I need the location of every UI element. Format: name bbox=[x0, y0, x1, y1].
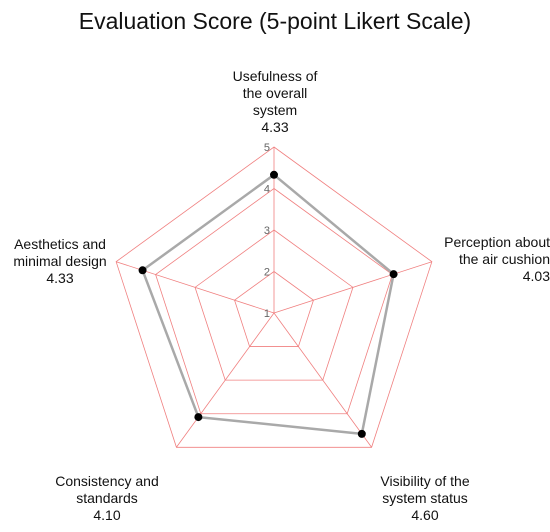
grid-spoke-3 bbox=[176, 312, 275, 448]
grid-ring-1 bbox=[234, 271, 314, 347]
tick-label-1: 2 bbox=[264, 267, 270, 279]
axis-label-aesthetics: Aesthetics and minimal design 4.33 bbox=[0, 236, 120, 287]
grid-ring-3 bbox=[155, 188, 393, 415]
data-point-0 bbox=[270, 170, 278, 179]
axis-label-text: Aesthetics and bbox=[14, 236, 106, 252]
axis-label-consistency: Consistency and standards 4.10 bbox=[42, 473, 172, 524]
axis-label-text: Visibility of the bbox=[380, 473, 470, 489]
series-line bbox=[141, 173, 395, 436]
axis-value-text: 4.60 bbox=[411, 507, 439, 523]
axis-label-text: minimal design bbox=[13, 253, 107, 269]
chart-title: Evaluation Score (5-point Likert Scale) bbox=[78, 8, 472, 34]
tick-label-4: 5 bbox=[264, 142, 270, 154]
data-point-4 bbox=[138, 266, 147, 275]
axis-value-text: 4.03 bbox=[522, 268, 550, 284]
grid-ring-2 bbox=[194, 229, 354, 381]
axis-value-text: 4.33 bbox=[46, 270, 74, 286]
radar-tick-labels: 1 2 3 4 5 bbox=[264, 142, 270, 320]
axis-label-text: standards bbox=[76, 490, 138, 506]
axis-value-text: 4.10 bbox=[93, 507, 121, 523]
tick-label-3: 4 bbox=[264, 184, 270, 196]
data-point-1 bbox=[389, 270, 398, 279]
radar-series bbox=[141, 173, 395, 436]
data-point-2 bbox=[357, 429, 366, 438]
radar-points bbox=[138, 170, 398, 438]
axis-label-text: the air cushion bbox=[458, 251, 550, 267]
grid-ring-4 bbox=[115, 146, 433, 448]
axis-label-text: the overall bbox=[242, 85, 308, 101]
tick-label-2: 3 bbox=[264, 225, 270, 237]
tick-label-0: 1 bbox=[264, 308, 270, 320]
axis-label-text: Usefulness of bbox=[232, 68, 318, 84]
grid-spoke-2 bbox=[273, 312, 372, 448]
axis-label-text: system bbox=[252, 102, 298, 118]
axis-value-text: 4.33 bbox=[261, 119, 289, 135]
axis-label-text: system status bbox=[382, 490, 468, 506]
axis-label-usefulness: Usefulness of the overall system 4.33 bbox=[200, 68, 350, 136]
axis-label-perception: Perception about the air cushion 4.03 bbox=[420, 234, 550, 285]
data-point-3 bbox=[194, 413, 203, 422]
grid-spoke-1 bbox=[273, 261, 432, 314]
axis-label-text: Consistency and bbox=[55, 473, 159, 489]
radar-grid bbox=[115, 146, 433, 448]
axis-label-text: Perception about bbox=[444, 234, 550, 250]
axis-label-visibility: Visibility of the system status 4.60 bbox=[360, 473, 490, 524]
